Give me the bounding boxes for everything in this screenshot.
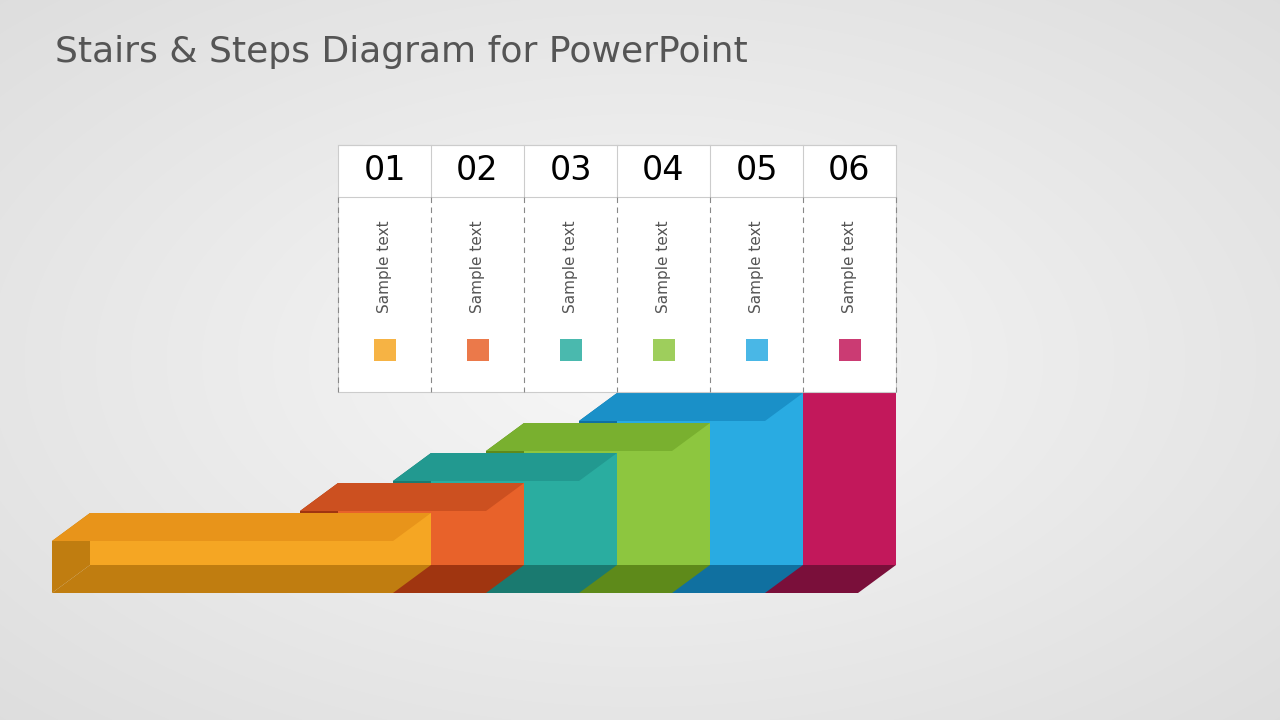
Polygon shape: [393, 453, 617, 481]
Text: Sample text: Sample text: [378, 220, 392, 312]
Bar: [559, 339, 581, 361]
Polygon shape: [579, 393, 803, 421]
Polygon shape: [90, 513, 431, 565]
Text: Sample text: Sample text: [470, 220, 485, 312]
Polygon shape: [300, 565, 524, 593]
Text: Stairs & Steps Diagram for PowerPoint: Stairs & Steps Diagram for PowerPoint: [55, 35, 748, 69]
Bar: [745, 339, 768, 361]
Bar: [653, 339, 675, 361]
Polygon shape: [52, 565, 431, 593]
Polygon shape: [393, 453, 431, 593]
Polygon shape: [393, 565, 617, 593]
Text: 06: 06: [828, 155, 870, 187]
Polygon shape: [672, 357, 896, 385]
Polygon shape: [300, 483, 524, 511]
Text: 03: 03: [549, 155, 591, 187]
Text: 01: 01: [364, 155, 406, 187]
Text: Sample text: Sample text: [563, 220, 579, 312]
Polygon shape: [338, 483, 524, 565]
Polygon shape: [486, 565, 710, 593]
Polygon shape: [486, 423, 524, 593]
Polygon shape: [672, 357, 710, 593]
Polygon shape: [579, 565, 803, 593]
Polygon shape: [524, 423, 710, 565]
Polygon shape: [672, 565, 896, 593]
Bar: [466, 339, 489, 361]
Polygon shape: [486, 423, 710, 451]
Text: Sample text: Sample text: [657, 220, 671, 312]
Polygon shape: [300, 483, 338, 593]
Text: 05: 05: [735, 155, 778, 187]
Text: Sample text: Sample text: [749, 220, 764, 312]
Polygon shape: [52, 513, 431, 541]
Polygon shape: [431, 453, 617, 565]
Polygon shape: [617, 393, 803, 565]
Polygon shape: [52, 513, 90, 593]
Bar: [838, 339, 860, 361]
Polygon shape: [579, 393, 617, 593]
Polygon shape: [710, 357, 896, 565]
Bar: [338, 145, 896, 392]
Text: 04: 04: [643, 155, 685, 187]
Bar: [374, 339, 396, 361]
Text: Sample text: Sample text: [842, 220, 858, 312]
Text: 02: 02: [456, 155, 499, 187]
